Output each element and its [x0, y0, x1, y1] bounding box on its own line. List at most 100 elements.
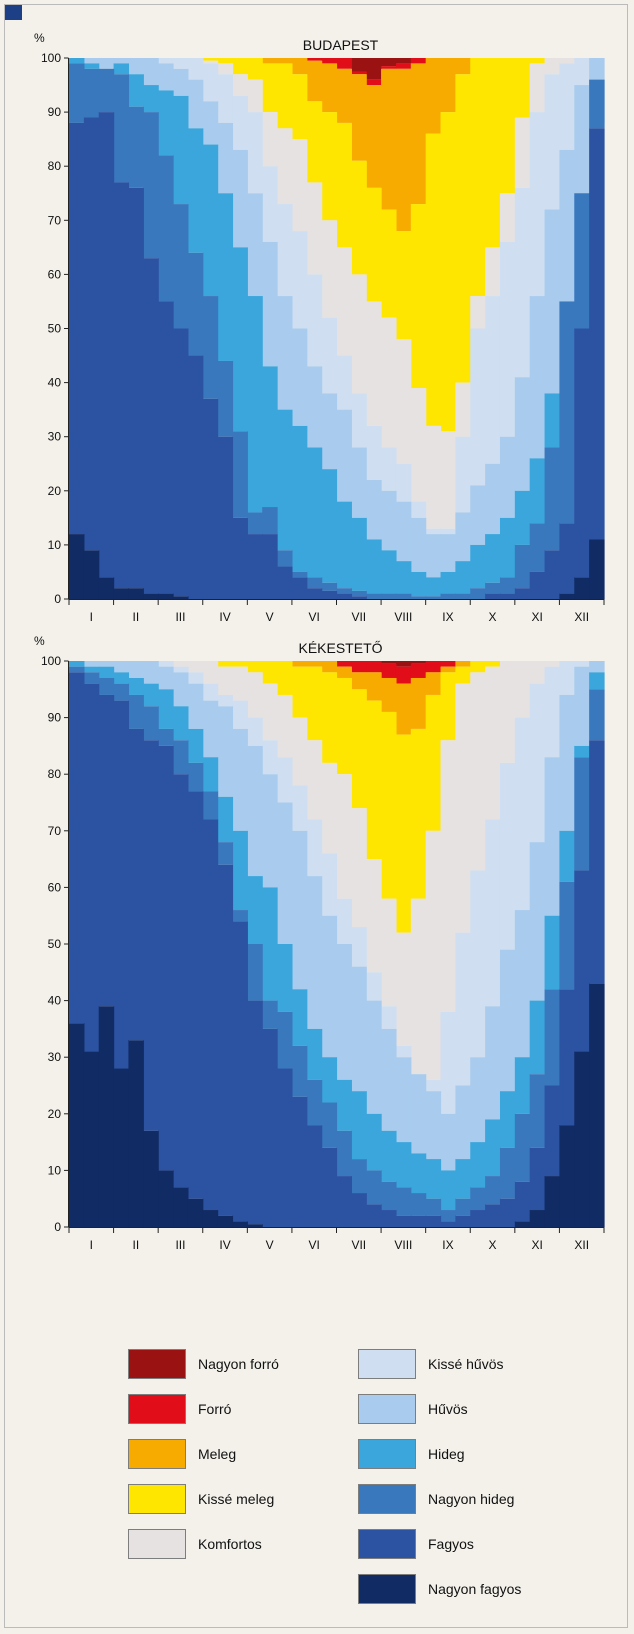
- data-cell: [187, 683, 204, 729]
- data-cell: [395, 593, 412, 599]
- data-cell: [366, 661, 382, 673]
- data-cell: [202, 757, 219, 792]
- data-cell: [128, 661, 144, 678]
- data-cell: [544, 209, 561, 394]
- data-cell: [113, 74, 130, 183]
- data-cell: [128, 58, 144, 75]
- data-cell: [98, 694, 115, 1007]
- data-cell: [574, 661, 590, 667]
- data-cell: [366, 1170, 382, 1205]
- data-cell: [395, 734, 412, 933]
- y-tick-label: 40: [48, 376, 62, 390]
- data-cell: [544, 757, 561, 916]
- data-cell: [291, 425, 308, 572]
- x-tick-label: X: [489, 1238, 497, 1252]
- data-cell: [291, 717, 308, 786]
- data-cell: [158, 301, 174, 594]
- data-cell: [499, 58, 516, 194]
- y-tick-label: 30: [48, 1050, 62, 1064]
- data-cell: [173, 706, 189, 741]
- data-cell: [351, 58, 367, 72]
- data-cell: [366, 425, 382, 480]
- data-cell: [574, 745, 590, 758]
- data-cell: [143, 1130, 159, 1227]
- data-cell: [187, 79, 204, 129]
- data-cell: [589, 539, 605, 599]
- data-cell: [291, 577, 308, 599]
- data-cell: [440, 740, 456, 1012]
- data-cell: [306, 588, 323, 599]
- data-cell: [514, 661, 531, 718]
- data-cell: [143, 112, 159, 259]
- band-kisse-huvos: [158, 58, 590, 535]
- band-forro: [306, 58, 427, 86]
- data-cell: [425, 1215, 442, 1227]
- band-komfortos: [173, 661, 561, 1080]
- data-cell: [514, 490, 531, 545]
- data-cell: [395, 1215, 412, 1227]
- data-cell: [425, 1198, 442, 1216]
- data-cell: [544, 661, 561, 667]
- data-cell: [321, 393, 338, 470]
- data-cell: [455, 1159, 471, 1199]
- data-cell: [514, 58, 531, 118]
- data-cell: [217, 666, 234, 695]
- data-cell: [232, 666, 248, 701]
- data-cell: [351, 596, 367, 599]
- data-cell: [485, 819, 501, 1007]
- data-cell: [514, 910, 531, 1058]
- data-cell: [247, 672, 263, 718]
- x-tick-label: VIII: [394, 610, 412, 624]
- data-cell: [559, 881, 575, 990]
- data-cell: [381, 447, 397, 491]
- data-cell: [440, 1113, 456, 1171]
- data-cell: [173, 774, 189, 1188]
- data-cell: [202, 296, 219, 399]
- data-cell: [381, 1210, 397, 1227]
- data-cell: [381, 209, 397, 318]
- data-cell: [173, 666, 189, 673]
- data-cell: [544, 989, 561, 1086]
- data-cell: [291, 74, 308, 140]
- data-cell: [217, 706, 234, 797]
- data-cell: [470, 588, 486, 599]
- data-cell: [410, 501, 427, 518]
- data-cell: [336, 593, 352, 599]
- data-cell: [336, 409, 352, 502]
- data-cell: [425, 58, 442, 134]
- x-tick-label: VII: [351, 610, 366, 624]
- x-tick-label: IX: [442, 1238, 453, 1252]
- data-cell: [336, 122, 352, 248]
- data-cell: [306, 274, 323, 367]
- data-cell: [83, 672, 100, 684]
- data-cell: [217, 193, 234, 361]
- data-cell: [113, 661, 130, 673]
- data-cell: [395, 63, 412, 69]
- data-cell: [232, 517, 248, 599]
- data-cell: [381, 550, 397, 594]
- data-cell: [529, 458, 546, 524]
- data-cell: [113, 672, 130, 684]
- data-cell: [277, 409, 293, 551]
- y-tick-label: 90: [48, 105, 62, 119]
- data-cell: [232, 728, 248, 831]
- data-cell: [529, 523, 546, 572]
- data-cell: [291, 231, 308, 329]
- y-tick-label: 20: [48, 1107, 62, 1121]
- data-cell: [366, 539, 382, 594]
- x-tick-label: VI: [309, 610, 320, 624]
- data-cell: [262, 1000, 278, 1029]
- plot-area: [69, 661, 605, 1227]
- data-cell: [247, 1224, 263, 1227]
- x-tick-label: VI: [309, 1238, 320, 1252]
- data-cell: [173, 95, 189, 205]
- y-tick-label: 100: [41, 654, 61, 668]
- data-cell: [113, 700, 130, 1069]
- data-cell: [277, 1011, 293, 1069]
- data-cell: [351, 689, 367, 809]
- data-cell: [351, 71, 367, 75]
- data-cell: [277, 566, 293, 599]
- data-cell: [262, 58, 278, 64]
- data-cell: [187, 791, 204, 1199]
- data-cell: [202, 60, 219, 64]
